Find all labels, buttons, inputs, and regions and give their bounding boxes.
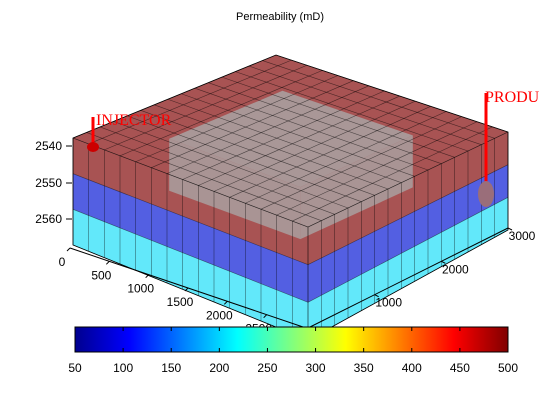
front-left-face-layer-1: [73, 138, 308, 265]
colorbar-tick-label: 400: [402, 361, 422, 375]
inner-block-top: [169, 90, 413, 188]
front-left-face-layer-2: [73, 173, 308, 303]
grid-line: [262, 60, 495, 139]
grid-line: [276, 121, 478, 216]
front-left-face-layer-3: [73, 209, 308, 340]
x-tick-label: 500: [91, 268, 111, 282]
layer-line: [72, 164, 509, 266]
grid-line: [104, 64, 308, 151]
y-tick: [441, 260, 446, 264]
grid-line: [135, 75, 338, 163]
producer-marker: [478, 181, 494, 207]
x-tick: [66, 247, 71, 252]
layer-line: [72, 131, 509, 228]
x-tick: [263, 314, 268, 319]
front-right-face-layer-2: [308, 164, 508, 303]
z-tick-label: 2550: [35, 176, 62, 190]
z-tick-label: 2560: [35, 212, 62, 226]
grid-line: [245, 111, 447, 204]
x-tick-label: 1500: [167, 295, 194, 309]
colorbar-tick-label: 150: [161, 361, 181, 375]
layer-line: [72, 197, 509, 303]
inner-block-side: [169, 138, 301, 240]
x-tick-label: 0: [59, 255, 66, 269]
grid-line: [127, 115, 362, 202]
colorbar-tick-label: 200: [209, 361, 229, 375]
grid-line: [235, 71, 469, 152]
chart-title: Permeability (mD): [236, 11, 324, 23]
x-tick-label: 2000: [206, 308, 233, 322]
grid-line: [213, 100, 416, 192]
x-tick: [105, 260, 110, 265]
grid-line: [167, 98, 402, 183]
grid-line: [151, 80, 354, 168]
y-tick-label: 3000: [509, 229, 536, 243]
injector-marker: [87, 142, 99, 152]
y-tick: [374, 294, 379, 298]
grid-line: [221, 76, 455, 158]
grid-line: [198, 95, 400, 186]
z-tick-label: 2540: [35, 139, 62, 153]
front-right-face-layer-1: [308, 132, 508, 265]
y-tick-label: 1000: [375, 296, 402, 310]
grid-line: [88, 59, 292, 145]
grid-line: [99, 126, 335, 215]
x-tick-label: 1000: [127, 282, 154, 296]
producer-label: PRODU: [485, 89, 540, 106]
reservoir-grid: [72, 54, 509, 341]
grid-line: [154, 104, 389, 190]
colorbar-tick-label: 50: [68, 361, 82, 375]
colorbar: 50 100 150 200 250 300 350 400 450 500: [68, 326, 518, 375]
colorbar-tick-label: 300: [306, 361, 326, 375]
wells: INJECTOR PRODU: [87, 89, 540, 207]
grid-line: [86, 132, 322, 221]
grid-line: [248, 65, 482, 145]
x-tick: [184, 287, 189, 292]
grid-line: [194, 87, 429, 171]
injector-label: INJECTOR: [96, 112, 172, 129]
grid-line: [260, 116, 462, 210]
colorbar-tick-label: 350: [354, 361, 374, 375]
grid-line: [229, 106, 431, 198]
grid-line: [113, 121, 349, 209]
colorbar-tick-label: 450: [450, 361, 470, 375]
y-tick-label: 2000: [442, 262, 469, 276]
grid-line: [292, 126, 493, 222]
grid-line: [181, 93, 415, 177]
grid-line: [119, 70, 323, 157]
y-axis-line: [307, 227, 509, 329]
front-right-face-layer-3: [308, 197, 508, 340]
y-tick: [507, 227, 513, 231]
inner-block-side-2: [300, 135, 413, 240]
grid-line: [208, 82, 442, 164]
colorbar-tick-label: 100: [113, 361, 133, 375]
grid-line: [140, 110, 375, 196]
x-tick: [223, 300, 228, 305]
x-tick: [145, 274, 150, 279]
grid-line: [166, 85, 369, 174]
colorbar-tick-label: 250: [257, 361, 277, 375]
cube-outline: [72, 54, 509, 341]
colorbar-gradient: [74, 326, 509, 353]
colorbar-tick-label: 500: [498, 361, 518, 375]
grid-line: [182, 90, 385, 180]
